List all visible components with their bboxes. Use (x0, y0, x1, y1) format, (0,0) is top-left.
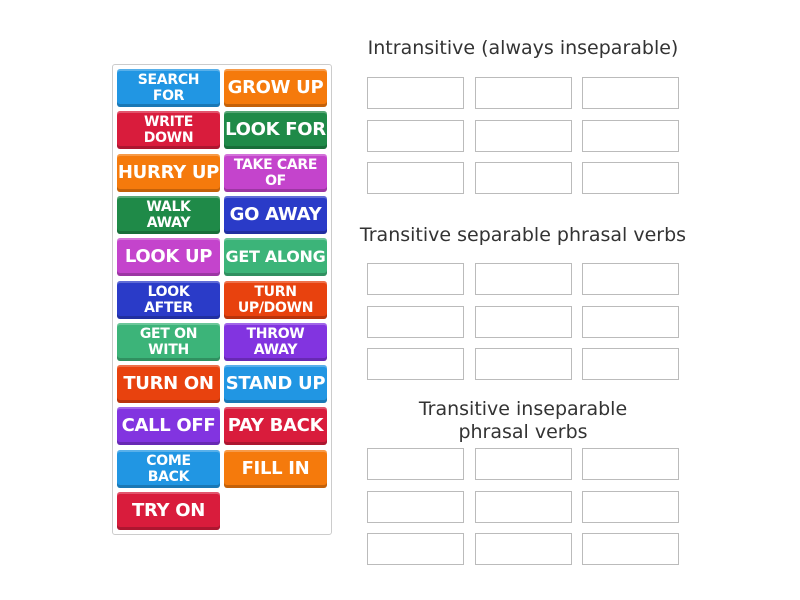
drop-slot[interactable] (475, 490, 572, 523)
drop-slot[interactable] (582, 77, 679, 109)
drop-slot[interactable] (367, 263, 464, 295)
drop-slot[interactable] (367, 533, 464, 565)
drop-slot[interactable] (475, 348, 572, 380)
group-title: Transitive inseparable phrasal verbs (418, 398, 628, 443)
draggable-tile[interactable]: GET ON WITH (117, 322, 220, 361)
drop-slot[interactable] (367, 77, 464, 109)
draggable-tile[interactable]: WALK AWAY (117, 195, 220, 234)
drop-slot[interactable] (582, 533, 679, 565)
drop-slot[interactable] (367, 348, 464, 380)
draggable-tile[interactable]: TRY ON (117, 492, 220, 530)
draggable-tile[interactable]: TURN UP/DOWN (224, 280, 327, 319)
drop-slot[interactable] (475, 448, 572, 480)
drop-slot[interactable] (475, 77, 572, 109)
drop-slot[interactable] (582, 448, 679, 480)
drop-slot[interactable] (582, 348, 679, 380)
draggable-tile[interactable]: TAKE CARE OF (224, 153, 327, 192)
drop-slot[interactable] (582, 263, 679, 295)
draggable-tile[interactable]: FILL IN (224, 449, 327, 488)
drop-slot[interactable] (475, 162, 572, 194)
draggable-tile[interactable]: STAND UP (224, 365, 327, 404)
draggable-tile[interactable]: COME BACK (117, 449, 220, 488)
drop-slot[interactable] (367, 162, 464, 194)
draggable-tile[interactable]: GROW UP (224, 69, 327, 107)
draggable-tile[interactable]: LOOK AFTER (117, 280, 220, 319)
drop-slot[interactable] (582, 490, 679, 523)
drop-slot[interactable] (475, 305, 572, 338)
draggable-tile[interactable]: SEARCH FOR (117, 69, 220, 107)
drop-slot[interactable] (475, 263, 572, 295)
drop-slot[interactable] (582, 162, 679, 194)
drop-slot[interactable] (582, 305, 679, 338)
drop-slot[interactable] (475, 533, 572, 565)
drop-slot[interactable] (367, 448, 464, 480)
drop-slot[interactable] (475, 119, 572, 152)
word-bank: SEARCH FOR GROW UP WRITE DOWN LOOK FOR HURRY… (112, 64, 332, 535)
drop-slot[interactable] (367, 490, 464, 523)
draggable-tile[interactable]: GO AWAY (224, 195, 327, 234)
draggable-tile[interactable]: GET ALONG (224, 238, 327, 277)
drop-slot[interactable] (582, 119, 679, 152)
draggable-tile[interactable]: PAY BACK (224, 407, 327, 446)
draggable-tile[interactable]: LOOK UP (117, 238, 220, 277)
draggable-tile[interactable]: HURRY UP (117, 153, 220, 192)
draggable-tile[interactable]: CALL OFF (117, 407, 220, 446)
draggable-tile[interactable]: THROW AWAY (224, 322, 327, 361)
drop-slot[interactable] (367, 119, 464, 152)
draggable-tile[interactable]: WRITE DOWN (117, 111, 220, 150)
group-title: Transitive separable phrasal verbs (359, 224, 687, 246)
drop-slot[interactable] (367, 305, 464, 338)
draggable-tile[interactable]: TURN ON (117, 365, 220, 404)
group-title: Intransitive (always inseparable) (367, 37, 679, 59)
draggable-tile[interactable]: LOOK FOR (224, 111, 327, 150)
